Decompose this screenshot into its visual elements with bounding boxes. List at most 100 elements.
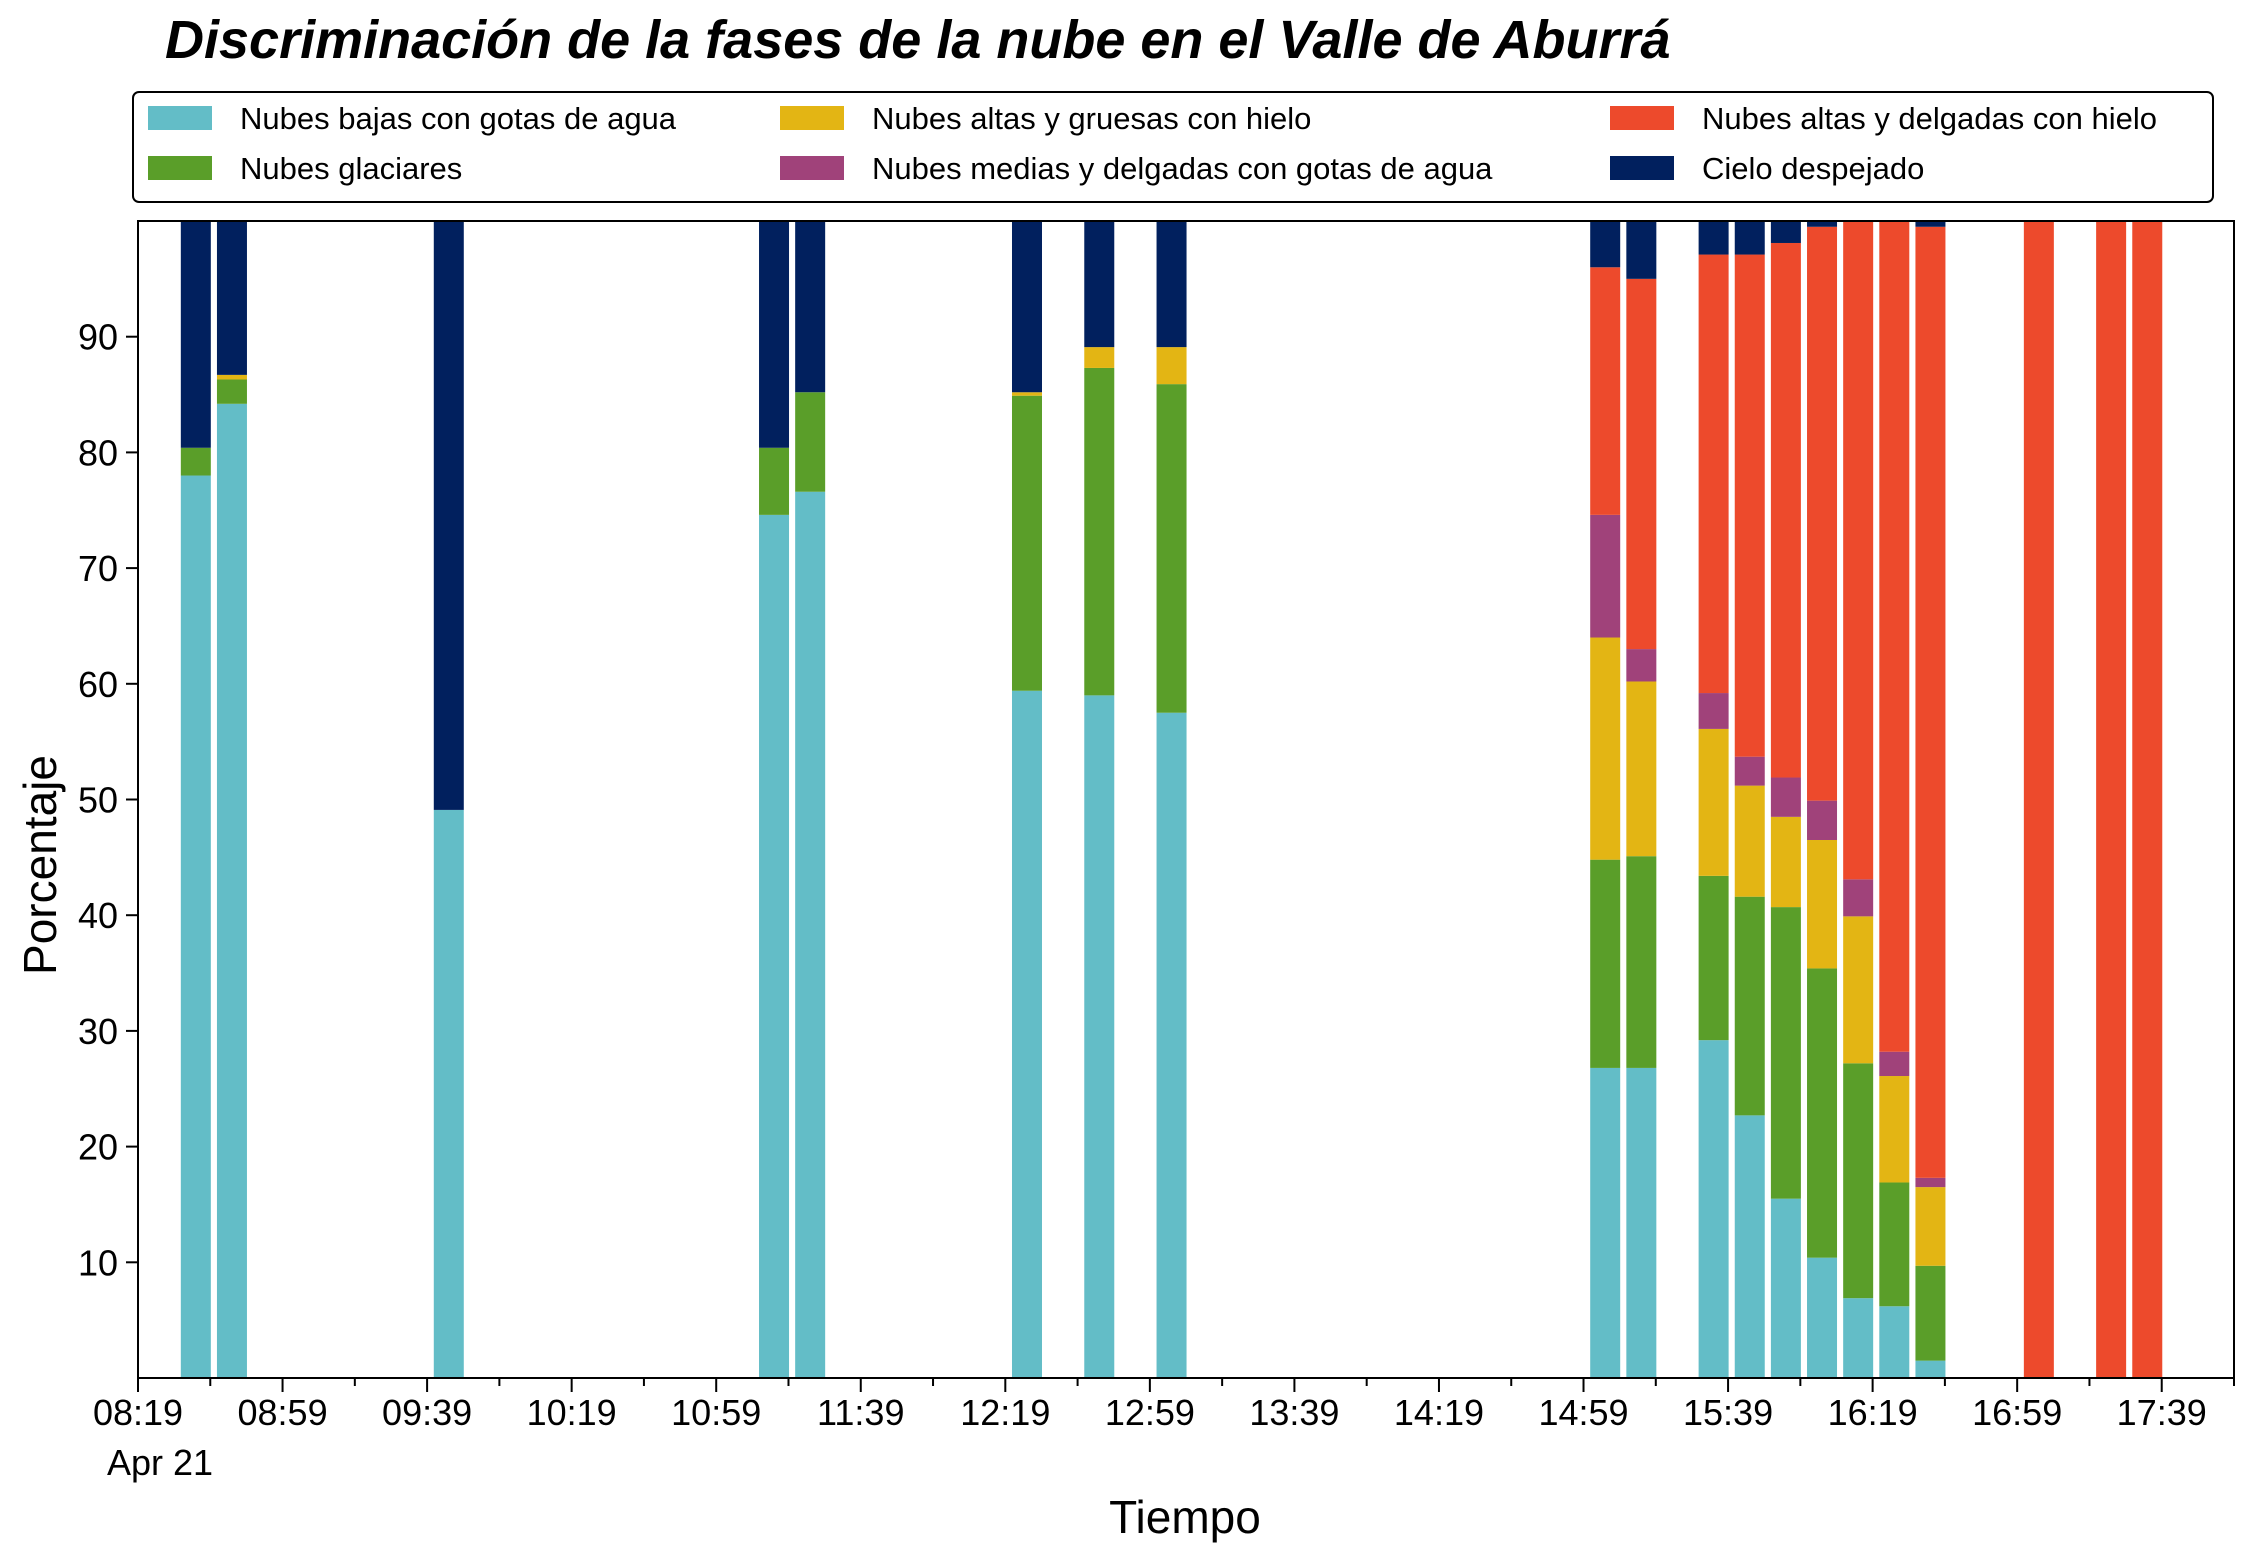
bar-segment [1156,347,1187,385]
bar-stack [2132,221,2163,1378]
y-tick-label: 40 [78,895,118,936]
x-tick-label: 16:19 [1828,1392,1918,1433]
bar-segment [1626,856,1657,1068]
y-tick-label: 60 [78,664,118,705]
bar-segment [216,374,247,380]
bar-segment [1626,278,1657,650]
x-tick-label: 17:39 [2117,1392,2207,1433]
bar-stack [1807,221,1838,1378]
legend-swatch [148,106,212,130]
legend: Nubes bajas con gotas de agua Nubes glaci… [132,91,2214,203]
bar-stack [1590,221,1621,1378]
legend-entry: Nubes glaciares [148,151,462,186]
bar-segment [1156,712,1187,1378]
x-axis-date-label: Apr 21 [107,1442,213,1483]
y-tick-label: 90 [78,317,118,358]
bar-segment [1843,916,1874,1064]
bar-segment [1915,1265,1946,1361]
y-tick-label: 10 [78,1242,118,1283]
bar-stack [1626,221,1657,1378]
bar-segment [1590,859,1621,1068]
bar-segment [795,221,826,393]
bar-segment [1590,221,1621,268]
bar-segment [433,221,464,810]
bar-segment [1698,875,1729,1041]
legend-entry: Nubes altas y delgadas con hielo [1610,101,2157,136]
bar-stack [2096,221,2127,1378]
bar-segment [1770,221,1801,243]
bar-segment [180,221,211,448]
legend-label: Nubes glaciares [240,151,462,186]
bar-segment [2096,221,2127,1378]
bar-segment [1807,226,1838,801]
bar-segment [1734,785,1765,897]
bar-segment [1770,907,1801,1199]
y-axis-label: Porcentaje [14,755,66,975]
bar-segment [216,403,247,1378]
bar-segment [1807,221,1838,227]
bar-segment [1011,392,1042,396]
x-tick-label: 08:19 [93,1392,183,1433]
bar-stack [795,221,826,1378]
legend-swatch [148,156,212,180]
bar-segment [1734,1115,1765,1378]
bar-segment [1879,221,1910,1052]
y-axis: 10 20 30 40 50 60 70 80 90 [78,317,138,1283]
bar-segment [1590,1067,1621,1378]
bar-segment [1156,221,1187,348]
bar-segment [1011,395,1042,691]
bar-segment [759,514,790,1378]
bar-segment [1843,1298,1874,1378]
bar-segment [795,491,826,1378]
bar-segment [1770,242,1801,778]
bar-segment [180,447,211,476]
bar-segment [759,447,790,515]
y-tick-label: 70 [78,548,118,589]
bar-segment [1879,1076,1910,1183]
bar-segment [1807,968,1838,1258]
legend-swatch [1610,156,1674,180]
legend-frame [132,91,2214,203]
bar-segment [759,221,790,448]
bar-segment [1915,226,1946,1178]
x-tick-label: 11:39 [817,1392,904,1433]
bar-segment [1156,384,1187,713]
bar-segment [216,221,247,375]
legend-swatch [1610,106,1674,130]
x-tick-label: 10:59 [671,1392,761,1433]
bar-segment [1698,221,1729,255]
bar-segment [1915,221,1946,227]
bar-segment [1626,1067,1657,1378]
bar-segment [1843,221,1874,880]
bar-segment [2132,221,2163,1378]
legend-entry: Nubes bajas con gotas de agua [148,101,677,136]
legend-entry: Cielo despejado [1610,151,1924,186]
bar-segment [1590,267,1621,515]
bar-segment [1084,695,1115,1378]
bar-segment [1915,1187,1946,1266]
legend-label: Nubes altas y delgadas con hielo [1702,101,2157,136]
legend-label: Nubes bajas con gotas de agua [240,101,677,136]
legend-swatch [780,106,844,130]
legend-label: Cielo despejado [1702,151,1924,186]
x-tick-label: 14:19 [1394,1392,1484,1433]
bar-segment [1807,800,1838,840]
bar-stack [1770,221,1801,1378]
bar-segment [795,392,826,492]
bar-segment [1011,221,1042,393]
bar-segment [180,475,211,1378]
legend-label: Nubes medias y delgadas con gotas de agu… [872,151,1493,186]
bar-stack [1843,221,1874,1378]
bar-stack [180,221,211,1378]
x-tick-label: 12:19 [960,1392,1050,1433]
bar-segment [1770,777,1801,817]
legend-entry: Nubes medias y delgadas con gotas de agu… [780,151,1493,186]
y-tick-label: 20 [78,1127,118,1168]
bar-stack [1011,221,1042,1378]
bar-stack [1915,221,1946,1378]
x-tick-label: 09:39 [382,1392,472,1433]
bar-segment [1807,1257,1838,1378]
bar-segment [1734,221,1765,255]
x-tick-label: 08:59 [238,1392,328,1433]
